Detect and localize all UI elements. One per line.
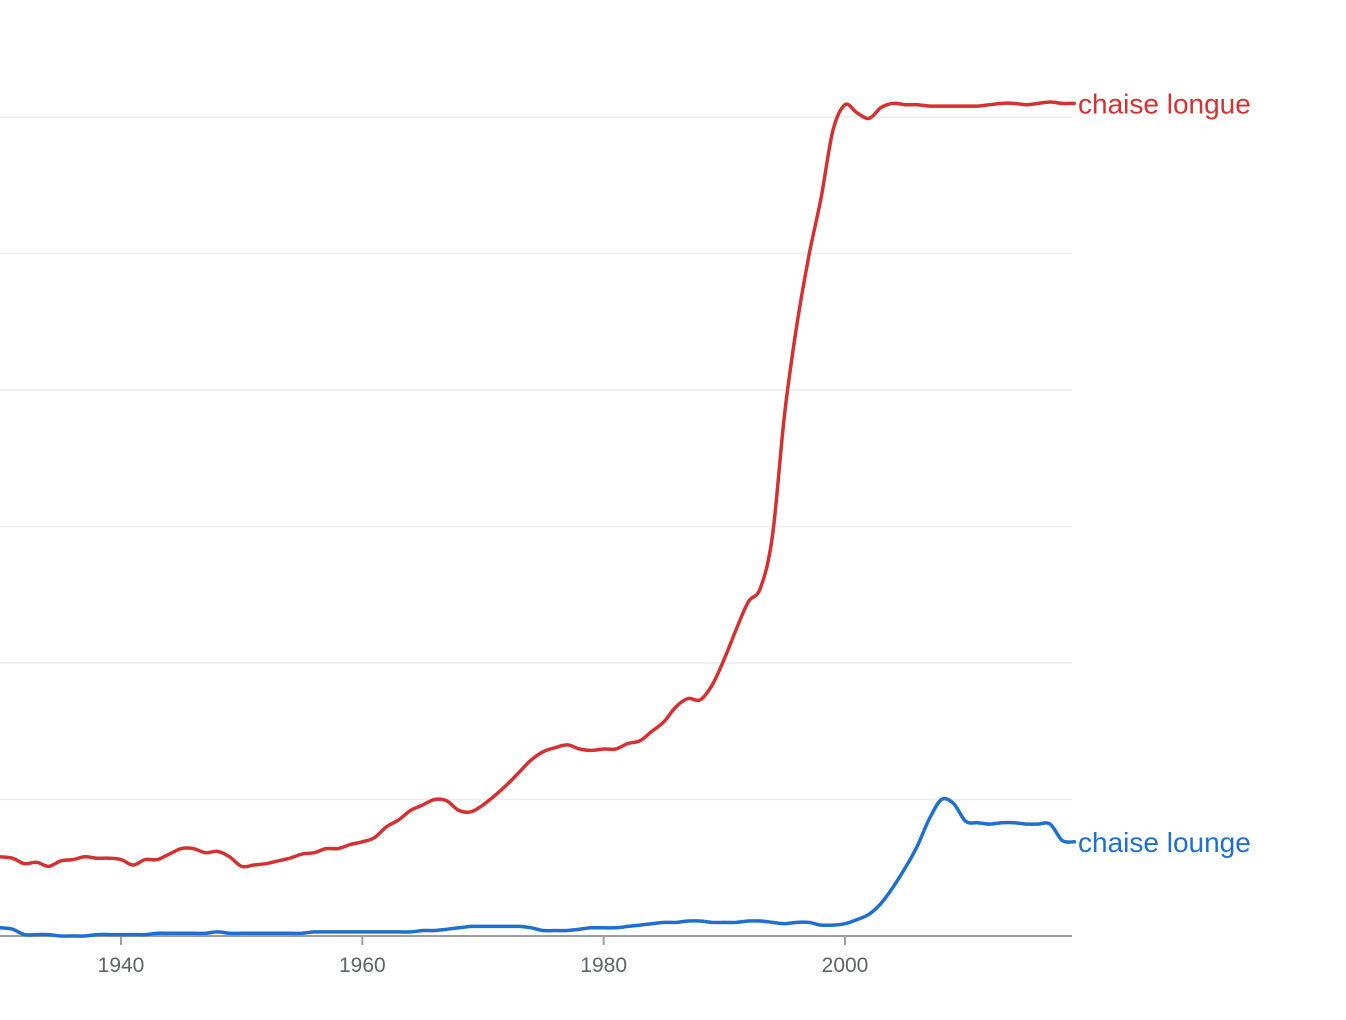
x-axis-ticks: 1940 1960 1980 2000 (98, 936, 869, 977)
series-line-chaise-longue[interactable] (0, 100, 1077, 869)
x-tick-label: 1980 (580, 954, 627, 977)
series-label-chaise-longue: chaise longue (1078, 88, 1251, 119)
series-lines (0, 100, 1077, 938)
x-tick-label: 1940 (98, 954, 145, 977)
x-tick-label: 1960 (339, 954, 386, 977)
x-tick-label: 2000 (822, 954, 869, 977)
series-label-chaise-lounge: chaise lounge (1078, 827, 1251, 858)
series-line-chaise-lounge[interactable] (0, 796, 1077, 938)
series-labels: chaise longue chaise lounge (1078, 88, 1251, 857)
gridlines (0, 116, 1072, 801)
